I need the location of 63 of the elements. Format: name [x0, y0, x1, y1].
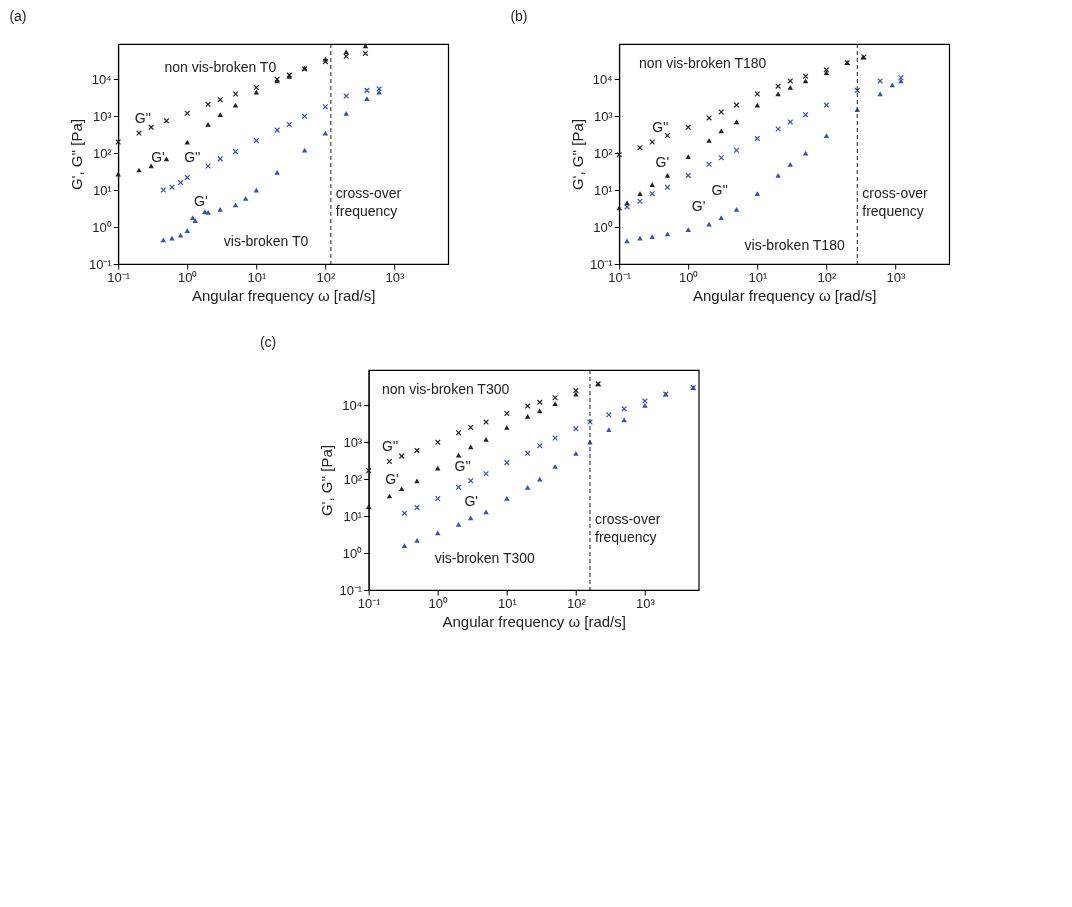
- annotation: G': [691, 197, 706, 214]
- x-axis-title: Angular frequency ω [rad/s]: [442, 612, 626, 630]
- y-tick-label: 10²: [92, 145, 113, 161]
- annotation: G'': [652, 118, 669, 135]
- y-tick-label: 10³: [593, 108, 614, 124]
- annotation: G'': [184, 149, 201, 166]
- x-tick-label: 10³: [886, 269, 907, 285]
- annotation: vis-broken T180: [744, 237, 845, 254]
- x-tick-label: 10⁻¹: [107, 269, 131, 285]
- annotation: G': [151, 149, 165, 166]
- y-tick-label: 10¹: [92, 182, 113, 198]
- x-tick-label: 10⁰: [679, 269, 699, 285]
- x-tick-label: 10⁰: [178, 269, 198, 285]
- annotation: G': [385, 471, 399, 487]
- ref-line-label: cross-over frequency: [335, 185, 402, 219]
- annotation: vis-broken T300: [434, 550, 536, 567]
- x-tick-label: 10³: [636, 595, 656, 611]
- y-tick-label: 10⁴: [91, 71, 112, 87]
- annotation: G': [464, 493, 478, 509]
- y-tick-label: 10¹: [593, 182, 614, 198]
- annotation: non vis-broken T0: [164, 59, 277, 76]
- x-tick-label: 10⁰: [428, 595, 448, 611]
- y-tick-label: 10⁻¹: [339, 582, 363, 598]
- x-tick-label: 10¹: [497, 595, 518, 611]
- y-tick-label: 10¹: [343, 508, 363, 524]
- ref-line-label: cross-over frequency: [594, 511, 661, 545]
- y-axis-title: G', G'' [Pa]: [318, 444, 336, 517]
- annotation: G'': [134, 109, 151, 126]
- x-tick-label: 10²: [817, 269, 837, 285]
- y-axis-title: G', G'' [Pa]: [568, 118, 586, 191]
- annotation: G': [655, 153, 670, 170]
- y-tick-label: 10²: [593, 145, 614, 161]
- annotation: non vis-broken T180: [639, 54, 767, 71]
- annotation: G'': [454, 457, 471, 474]
- annotation: G'': [381, 438, 399, 454]
- ref-line-label: cross-over frequency: [862, 185, 928, 219]
- y-tick-label: 10³: [343, 434, 363, 450]
- x-tick-label: 10⁻¹: [357, 595, 382, 611]
- x-tick-label: 10¹: [247, 269, 267, 285]
- y-axis-title: G', G'' [Pa]: [67, 118, 85, 191]
- x-axis-title: Angular frequency ω [rad/s]: [191, 286, 376, 304]
- annotation: G': [194, 193, 208, 210]
- x-tick-label: 10³: [385, 269, 406, 285]
- x-tick-label: 10⁻¹: [608, 269, 632, 285]
- y-tick-label: 10⁻¹: [589, 256, 614, 272]
- chart-title: (c): [259, 333, 277, 350]
- y-tick-label: 10⁰: [92, 219, 112, 235]
- annotation: G'': [711, 182, 728, 199]
- y-tick-label: 10⁰: [593, 219, 613, 235]
- x-axis-title: Angular frequency ω [rad/s]: [692, 286, 877, 304]
- y-tick-label: 10⁰: [342, 545, 363, 561]
- annotation: non vis-broken T300: [381, 380, 510, 397]
- y-tick-label: 10⁻¹: [88, 256, 113, 272]
- y-tick-label: 10⁴: [342, 397, 363, 413]
- annotation: vis-broken T0: [223, 233, 309, 249]
- chart-title: (b): [510, 7, 528, 24]
- x-tick-label: 10¹: [748, 269, 768, 285]
- y-tick-label: 10³: [92, 108, 113, 124]
- y-tick-label: 10⁴: [592, 71, 613, 87]
- chart-title: (a): [9, 7, 27, 24]
- x-tick-label: 10²: [316, 269, 336, 285]
- x-tick-label: 10²: [566, 595, 587, 611]
- y-tick-label: 10²: [343, 471, 363, 487]
